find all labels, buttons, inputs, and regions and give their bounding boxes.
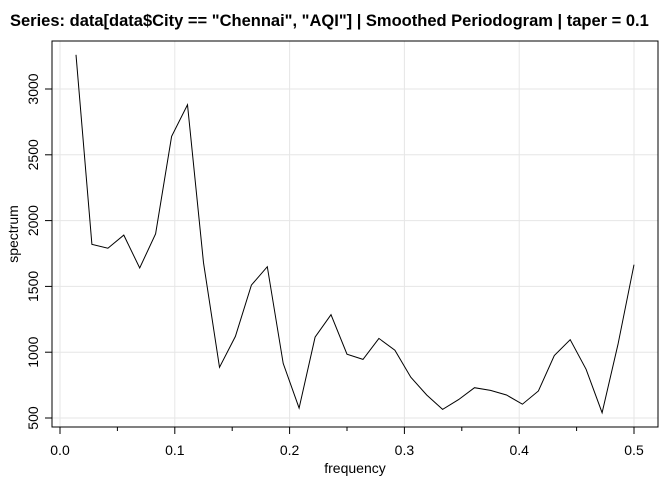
y-tick-label: 2000	[25, 205, 41, 236]
x-axis-label: frequency	[324, 460, 385, 476]
grid	[52, 41, 658, 427]
x-tick-label: 0.4	[509, 442, 529, 458]
x-tick-label: 0.2	[280, 442, 300, 458]
plot-frame	[51, 40, 659, 428]
x-axis: 0.0 0.1 0.2 0.3 0.4 0.5	[50, 427, 644, 458]
spectrum-line	[75, 54, 635, 415]
x-tick-label: 0.1	[165, 442, 185, 458]
y-axis: 500 1000 1500 2000 2500 3000	[25, 73, 52, 430]
y-tick-label: 1000	[25, 336, 41, 367]
y-tick-label: 3000	[25, 73, 41, 104]
x-tick-label: 0.3	[395, 442, 415, 458]
y-tick-label: 500	[25, 406, 41, 430]
x-tick-label: 0.5	[624, 442, 644, 458]
y-tick-label: 2500	[25, 139, 41, 170]
y-tick-label: 1500	[25, 271, 41, 302]
y-axis-label: spectrum	[5, 205, 21, 263]
chart-title: Series: data[data$City == "Chennai", "AQ…	[10, 12, 649, 30]
x-tick-label: 0.0	[50, 442, 70, 458]
series-layer	[75, 54, 635, 415]
